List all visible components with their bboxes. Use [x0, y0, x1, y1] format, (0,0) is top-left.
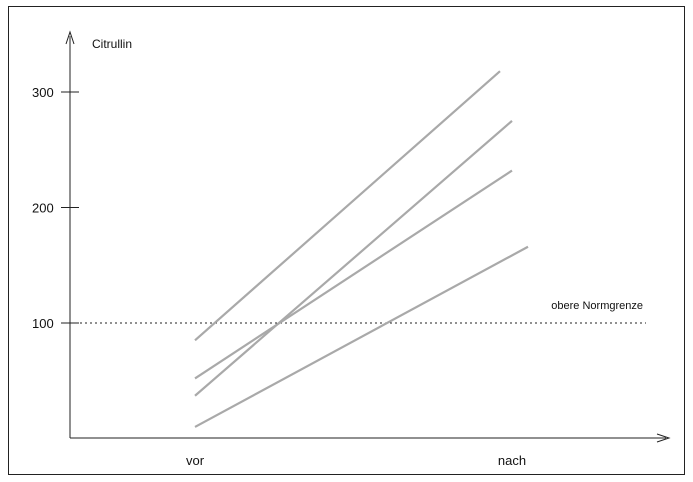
series-line [194, 169, 513, 380]
x-axis-arrow-icon [656, 433, 671, 443]
y-tick-label: 300 [32, 85, 54, 100]
x-category-labels: vor nach [186, 453, 526, 468]
y-axis-arrow-icon [65, 30, 75, 45]
y-axis-title: Citrullin [92, 37, 132, 51]
reference-line-label: obere Normgrenze [551, 300, 643, 312]
y-tick-label: 200 [32, 201, 54, 216]
series-line [194, 245, 529, 428]
axes [65, 30, 671, 443]
series-lines [194, 70, 529, 428]
chart-frame [8, 6, 685, 475]
reference-line-group: obere Normgrenze [70, 300, 646, 324]
series-line [194, 120, 513, 397]
y-tick-label: 100 [32, 316, 54, 331]
y-ticks: 100 200 300 [32, 85, 79, 331]
x-category-label: vor [186, 453, 205, 468]
x-category-label: nach [498, 453, 526, 468]
series-line [194, 70, 501, 342]
